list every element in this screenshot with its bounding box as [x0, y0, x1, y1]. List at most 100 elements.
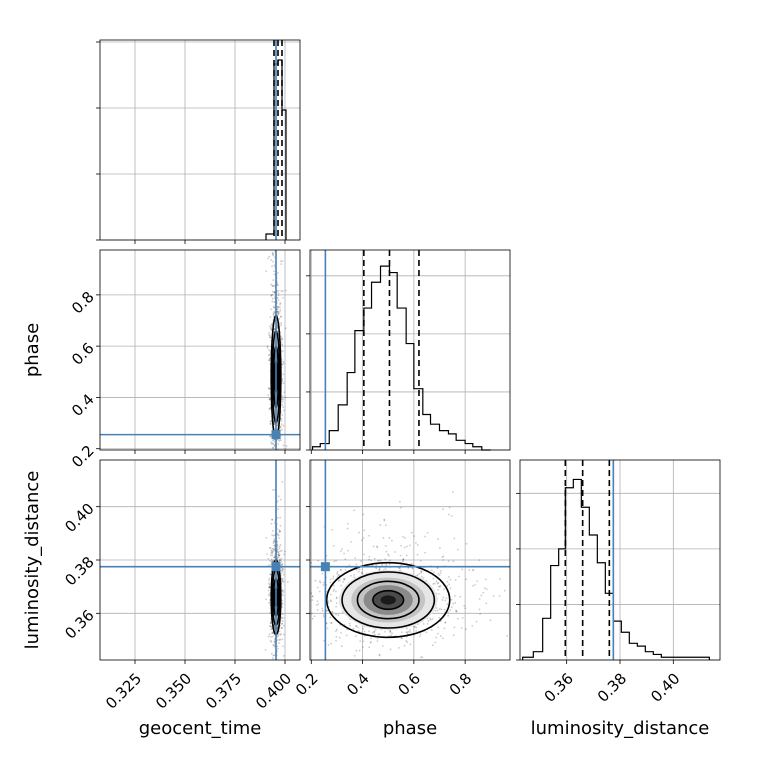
- scatter-point: [268, 398, 271, 401]
- scatter-point: [268, 564, 271, 567]
- scatter-point: [280, 324, 283, 327]
- scatter-point: [279, 303, 281, 306]
- scatter-point: [375, 567, 378, 570]
- scatter-point: [311, 595, 314, 598]
- scatter-point: [460, 627, 463, 629]
- scatter-point: [416, 544, 419, 546]
- scatter-point: [413, 535, 416, 537]
- scatter-panel-geocent_time-phase: [100, 250, 300, 469]
- scatter-point: [272, 467, 274, 469]
- scatter-point: [271, 551, 274, 554]
- scatter-point: [384, 567, 387, 570]
- scatter-point: [273, 452, 275, 454]
- scatter-point: [279, 559, 281, 562]
- scatter-point: [282, 645, 284, 648]
- scatter-point: [285, 445, 288, 447]
- scatter-point: [273, 306, 276, 309]
- scatter-point: [270, 294, 273, 297]
- scatter-point: [278, 440, 281, 442]
- scatter-point: [455, 610, 458, 613]
- scatter-point: [453, 626, 456, 629]
- scatter-point: [269, 622, 272, 625]
- scatter-point: [281, 569, 284, 572]
- scatter-point: [280, 622, 283, 625]
- scatter-point: [330, 600, 332, 603]
- scatter-point: [398, 665, 400, 667]
- scatter-point: [280, 337, 283, 339]
- density-contour: [325, 561, 451, 639]
- scatter-point: [271, 552, 273, 555]
- x-tick-label: 0.36: [541, 670, 577, 706]
- scatter-point: [353, 573, 356, 576]
- scatter-point: [279, 260, 282, 263]
- scatter-point: [268, 359, 271, 362]
- scatter-point: [276, 306, 279, 309]
- scatter-point: [331, 610, 334, 613]
- y-tick-label: 0.2: [68, 442, 98, 472]
- scatter-point: [281, 613, 284, 616]
- x-axis-label-geocent_time: geocent_time: [139, 718, 262, 739]
- scatter-point: [282, 570, 285, 573]
- scatter-point: [518, 631, 520, 633]
- scatter-point: [400, 564, 403, 567]
- scatter-point: [358, 649, 361, 652]
- scatter-point: [281, 580, 284, 583]
- scatter-point: [276, 324, 279, 327]
- scatter-point: [406, 545, 408, 548]
- scatter-point: [283, 550, 286, 553]
- scatter-point: [277, 443, 280, 445]
- scatter-point: [279, 302, 282, 305]
- scatter-point: [276, 500, 279, 503]
- scatter-point: [420, 571, 423, 574]
- scatter-point: [452, 560, 455, 563]
- scatter-point: [271, 293, 274, 296]
- scatter-point: [437, 585, 440, 588]
- scatter-point: [272, 455, 274, 457]
- scatter-point: [272, 550, 275, 553]
- scatter-point: [272, 252, 275, 255]
- scatter-point: [321, 572, 324, 575]
- hist-panel-geocent_time: [96, 40, 300, 241]
- scatter-point: [329, 578, 332, 581]
- scatter-point: [280, 557, 283, 560]
- scatter-point: [279, 439, 282, 442]
- scatter-point: [276, 533, 279, 536]
- scatter-point: [281, 562, 284, 565]
- scatter-point: [272, 489, 274, 491]
- scatter-point: [276, 297, 279, 300]
- scatter-point: [492, 594, 495, 597]
- scatter-point: [276, 308, 279, 311]
- scatter-point: [389, 630, 391, 632]
- scatter-point: [335, 628, 338, 631]
- hist-panel-phase: [306, 250, 510, 451]
- scatter-point: [439, 569, 442, 572]
- scatter-point: [281, 338, 284, 341]
- scatter-point: [313, 615, 316, 618]
- scatter-point: [400, 631, 403, 634]
- scatter-point: [315, 604, 318, 606]
- scatter-point: [282, 424, 285, 427]
- scatter-point: [282, 362, 285, 365]
- scatter-point: [329, 581, 332, 584]
- scatter-point: [266, 346, 269, 349]
- scatter-point: [435, 580, 438, 583]
- scatter-point: [268, 387, 271, 390]
- hist-frame-phase: [309, 249, 511, 451]
- scatter-point: [439, 572, 442, 574]
- scatter-point: [273, 556, 276, 559]
- scatter-point: [321, 609, 324, 612]
- scatter-point: [340, 584, 342, 587]
- scatter-point: [448, 506, 451, 509]
- scatter-point: [358, 531, 361, 534]
- scatter-point: [485, 602, 488, 605]
- scatter-point: [459, 595, 462, 598]
- scatter-point: [447, 614, 450, 617]
- scatter-point: [282, 296, 285, 299]
- scatter-point: [449, 587, 452, 590]
- scatter-point: [273, 549, 276, 551]
- scatter-point: [278, 306, 281, 309]
- scatter-point: [282, 398, 285, 401]
- scatter-point: [268, 586, 271, 588]
- scatter-point: [303, 624, 305, 626]
- scatter-point: [370, 640, 372, 643]
